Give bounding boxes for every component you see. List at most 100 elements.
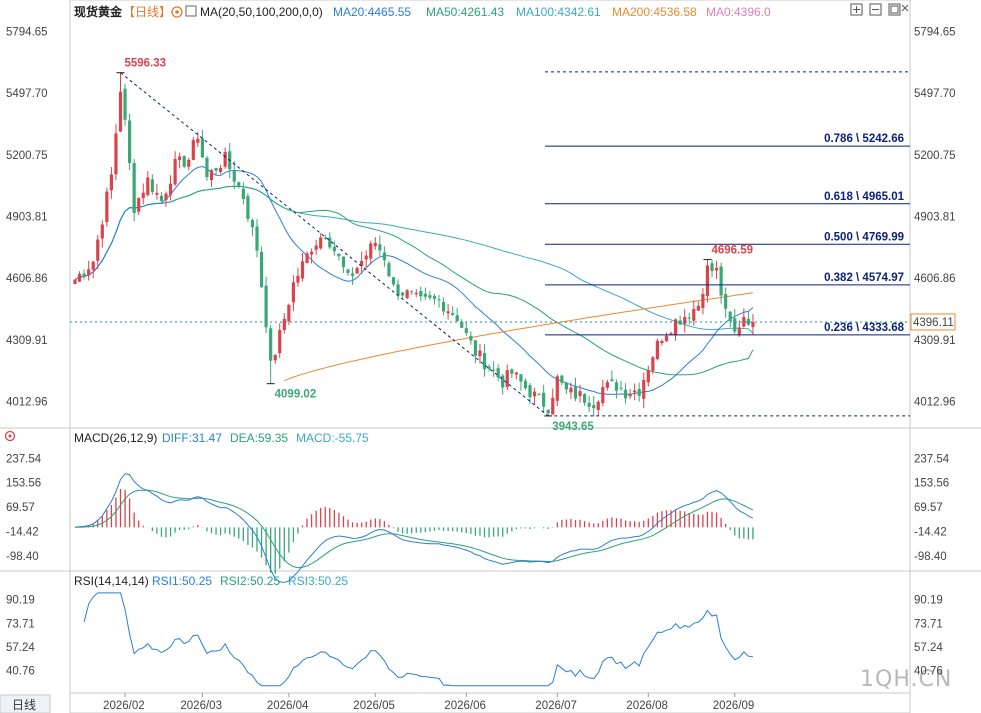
candle-body bbox=[564, 382, 568, 390]
ma100-line bbox=[74, 185, 754, 334]
candle-body bbox=[173, 159, 177, 185]
macd-settings-icon[interactable] bbox=[4, 430, 16, 442]
current-price-label: 4396.11 bbox=[913, 317, 954, 329]
x-tick-label: 2026/02 bbox=[103, 700, 145, 712]
rsi-y-tick-left: 73.71 bbox=[6, 618, 35, 630]
candle-body bbox=[751, 321, 755, 327]
candle-body bbox=[692, 309, 696, 321]
candle-body bbox=[573, 386, 578, 399]
x-tick-label: 2026/03 bbox=[180, 700, 222, 712]
candle-body bbox=[73, 279, 77, 284]
candle-body bbox=[492, 369, 496, 371]
extreme-label: 3943.65 bbox=[552, 421, 594, 433]
settings-icon[interactable] bbox=[171, 6, 183, 18]
candle-body bbox=[378, 244, 382, 251]
candle-body bbox=[464, 328, 468, 333]
candle-body bbox=[623, 389, 628, 399]
candle-body bbox=[105, 191, 109, 223]
candle-body bbox=[164, 193, 168, 200]
checkbox-icon[interactable] bbox=[185, 5, 197, 17]
candle-body bbox=[683, 317, 687, 324]
candle-body bbox=[410, 291, 414, 293]
ma0-value: MA0:4396.0 bbox=[706, 5, 771, 19]
candle-body bbox=[391, 277, 396, 285]
candle-body bbox=[728, 311, 732, 322]
rsi-y-tick-right: 73.71 bbox=[914, 618, 943, 630]
candle-body bbox=[219, 168, 223, 173]
ma50-value: MA50:4261.43 bbox=[426, 5, 504, 19]
candle-body bbox=[300, 261, 305, 279]
candle-body bbox=[628, 394, 632, 397]
candle-body bbox=[605, 382, 609, 388]
x-tick-label: 2026/09 bbox=[713, 700, 755, 712]
fib-level-label: 0.236 \ 4333.68 bbox=[824, 322, 905, 334]
chart-title: 现货黄金 bbox=[74, 4, 123, 19]
extreme-label: 4696.59 bbox=[711, 245, 753, 257]
candle-body bbox=[401, 292, 405, 296]
rsi-line bbox=[83, 592, 753, 687]
candle-body bbox=[619, 387, 623, 389]
candle-body bbox=[200, 138, 204, 158]
minimize-icon[interactable] bbox=[869, 3, 882, 16]
candle-body bbox=[473, 340, 477, 356]
candle-body bbox=[669, 333, 673, 335]
candle-body bbox=[696, 305, 700, 311]
candle-body bbox=[310, 251, 314, 255]
candle-body bbox=[237, 182, 241, 187]
candle-body bbox=[109, 174, 113, 191]
candle-body bbox=[405, 290, 409, 299]
period-tag[interactable]: 【日线】 bbox=[123, 5, 171, 19]
candle-body bbox=[569, 387, 573, 393]
candle-body bbox=[291, 282, 295, 303]
annotation-layer: 5596.33 4099.02 3943.65 4696.59 bbox=[116, 58, 753, 433]
macd-layer bbox=[74, 473, 754, 584]
macd-diff-value: DIFF:31.47 bbox=[162, 431, 222, 445]
fib-level-label: 0.382 \ 4574.97 bbox=[824, 272, 904, 284]
candle-body bbox=[132, 163, 136, 214]
candle-body bbox=[350, 273, 355, 276]
ma20-value: MA20:4465.55 bbox=[333, 5, 411, 19]
price-y-tick-left: 4903.81 bbox=[6, 212, 48, 224]
candle-body bbox=[555, 376, 559, 401]
candle-body bbox=[587, 402, 591, 407]
candle-body bbox=[146, 177, 150, 195]
candle-body bbox=[91, 261, 95, 270]
candle-body bbox=[746, 318, 750, 325]
candle-body bbox=[441, 302, 446, 312]
macd-macd-value: MACD:-55.75 bbox=[296, 431, 369, 445]
candle-body bbox=[428, 295, 432, 298]
candle-body bbox=[269, 328, 273, 361]
candle-body bbox=[501, 375, 505, 388]
price-y-tick-right: 5794.65 bbox=[914, 26, 956, 38]
x-tick-label: 2026/07 bbox=[535, 700, 577, 712]
candle-body bbox=[382, 252, 386, 261]
candle-body bbox=[655, 340, 659, 359]
close-icon[interactable] bbox=[901, 4, 909, 12]
extreme-label: 5596.33 bbox=[125, 58, 167, 70]
x-tick-label: 2026/08 bbox=[626, 700, 668, 712]
candle-body bbox=[305, 253, 309, 263]
maximize-icon[interactable] bbox=[888, 3, 901, 16]
candle-body bbox=[532, 391, 537, 397]
candle-body bbox=[123, 88, 127, 120]
macd-y-tick-right: 69.57 bbox=[914, 502, 943, 514]
candle-body bbox=[159, 195, 164, 201]
period-button-bg[interactable] bbox=[0, 694, 51, 713]
macd-y-tick-left: 237.54 bbox=[6, 453, 42, 465]
candle-body bbox=[455, 315, 459, 322]
fibonacci-layer: 0.786 \ 5242.66 0.618 \ 4965.01 0.500 \ 47… bbox=[70, 71, 956, 417]
macd-y-tick-left: 69.57 bbox=[6, 502, 35, 514]
candle-body bbox=[387, 263, 391, 277]
macd-y-tick-left: -14.42 bbox=[6, 527, 39, 539]
candle-body bbox=[355, 268, 359, 274]
candle-body bbox=[523, 380, 528, 389]
rsi2-value: RSI2:50.25 bbox=[220, 574, 280, 588]
candle-body bbox=[451, 313, 455, 315]
candle-body bbox=[77, 274, 82, 282]
fib-level-label: 0.500 \ 4769.99 bbox=[824, 231, 904, 243]
add-icon[interactable] bbox=[850, 3, 863, 16]
price-y-tick-left: 4012.96 bbox=[6, 397, 48, 409]
candle-body bbox=[742, 316, 746, 327]
period-button[interactable]: 日线 bbox=[12, 698, 36, 712]
macd-y-tick-right: 237.54 bbox=[914, 453, 950, 465]
